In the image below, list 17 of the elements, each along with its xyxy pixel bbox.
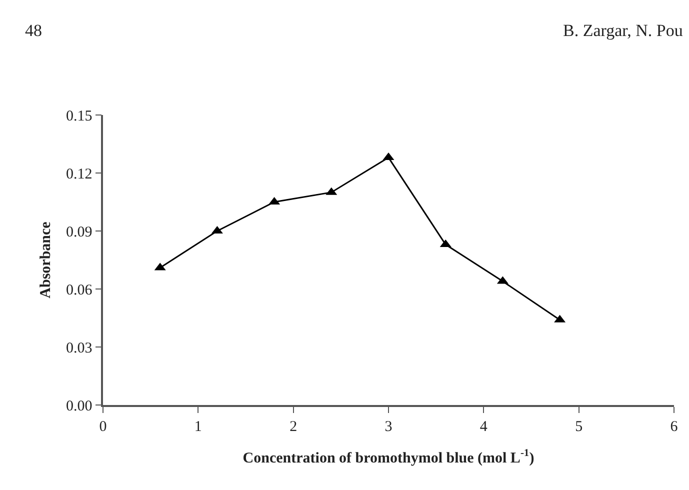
x-tick-label: 1 xyxy=(194,418,202,435)
x-tick-label: 2 xyxy=(290,418,298,435)
x-axis-title: Concentration of bromothymol blue (mol L$^{-1}$) xyxy=(242,448,534,466)
x-tick-label: 5 xyxy=(575,418,583,435)
x-tick-label: 0 xyxy=(99,418,107,435)
y-tick-label: 0.12 xyxy=(66,166,92,182)
x-tick-label: 3 xyxy=(384,418,392,435)
y-tick-label: 0.03 xyxy=(66,340,92,356)
x-tick-label: 6 xyxy=(670,418,678,435)
y-tick-label: 0.09 xyxy=(66,224,92,240)
y-axis-title: Absorbance xyxy=(38,221,54,298)
y-tick-label: 0.15 xyxy=(66,108,92,124)
text: 48 xyxy=(25,21,42,40)
x-tick-label: 4 xyxy=(480,418,488,435)
y-tick-label: 0.06 xyxy=(66,282,93,298)
text: B. Zargar, N. Pou xyxy=(563,21,684,40)
y-tick-label: 0.00 xyxy=(66,398,92,414)
